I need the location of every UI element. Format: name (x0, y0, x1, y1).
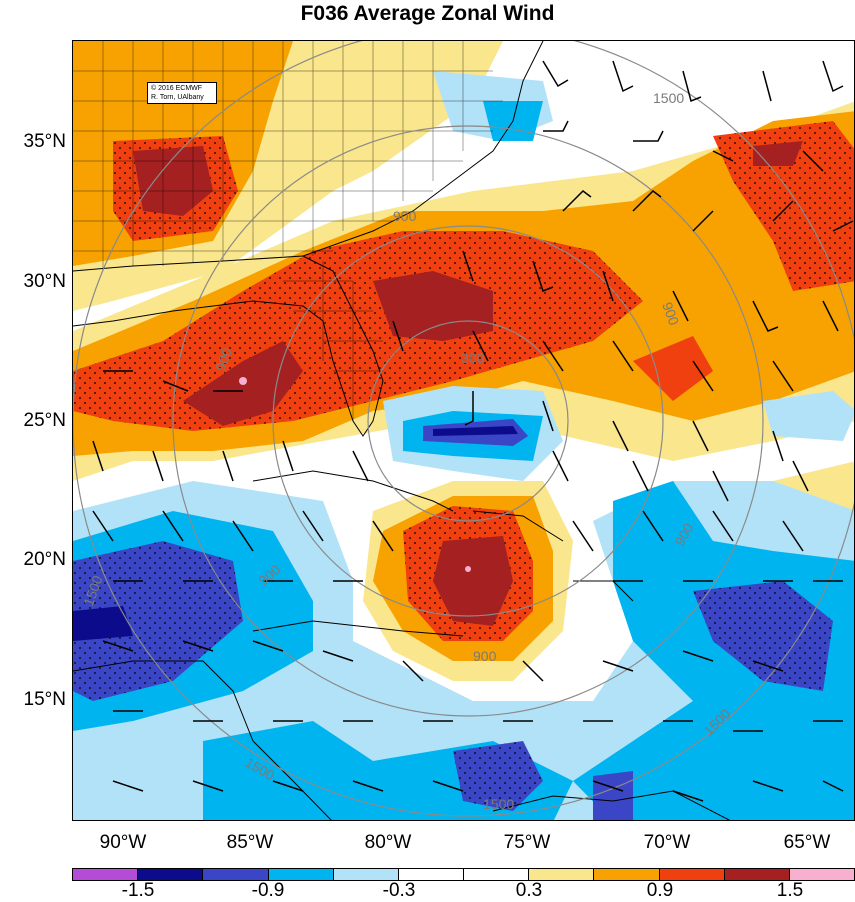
colorbar-segment (658, 869, 724, 880)
lon-label: 75°W (503, 832, 551, 853)
colorbar-segment (267, 869, 333, 880)
lat-label: 20°N (23, 549, 66, 570)
contour-label: 1500 (653, 90, 684, 106)
contour-label: 900 (393, 208, 417, 224)
map-panel: 300 900 900 900 900 900 900 1500 1500 15… (72, 40, 855, 821)
navy-fills (73, 426, 518, 641)
colorbar-segment (788, 869, 855, 880)
colorbar-segment (397, 869, 464, 880)
lat-label: 25°N (23, 410, 66, 431)
credit-box: © 2016 ECMWF R. Torn, UAlbany (147, 82, 217, 104)
colorbar-segment (332, 869, 398, 880)
colorbar-segment (137, 869, 203, 880)
lon-label: 85°W (226, 832, 274, 853)
credit-line: R. Torn, UAlbany (151, 94, 204, 101)
zonal-wind-map: 300 900 900 900 900 900 900 1500 1500 15… (73, 41, 854, 820)
colorbar-segment (463, 869, 529, 880)
lon-label: 90°W (99, 832, 147, 853)
lat-label: 35°N (23, 131, 66, 152)
colorbar-label: 0.9 (646, 880, 674, 901)
range-rings (73, 41, 854, 817)
lon-label: 80°W (364, 832, 412, 853)
contour-label: 900 (473, 648, 497, 664)
colorbar-label: 0.3 (515, 880, 543, 901)
colorbar-segment (723, 869, 789, 880)
colorbar (72, 868, 855, 881)
contour-label: 900 (212, 346, 235, 374)
colorbar-segment (202, 869, 268, 880)
map-title: F036 Average Zonal Wind (300, 2, 555, 25)
lat-label: 30°N (23, 271, 66, 292)
lat-label: 15°N (23, 689, 66, 710)
wind-barbs (92, 60, 854, 802)
contour-label: 1500 (483, 796, 514, 812)
colorbar-segment (73, 869, 138, 880)
colorbar-segment (593, 869, 659, 880)
contour-label: 900 (659, 300, 682, 328)
lon-label: 65°W (783, 832, 831, 853)
credit-line: © 2016 ECMWF (151, 85, 203, 92)
pink-fills (239, 377, 471, 572)
colorbar-label: -0.9 (251, 880, 285, 901)
lon-label: 70°W (643, 832, 691, 853)
colorbar-label: 1.5 (776, 880, 804, 901)
contour-label: 300 (461, 350, 485, 366)
state-boundaries (73, 41, 503, 421)
colorbar-label: -1.5 (121, 880, 155, 901)
colorbar-segment (528, 869, 594, 880)
colorbar-label: -0.3 (382, 880, 416, 901)
